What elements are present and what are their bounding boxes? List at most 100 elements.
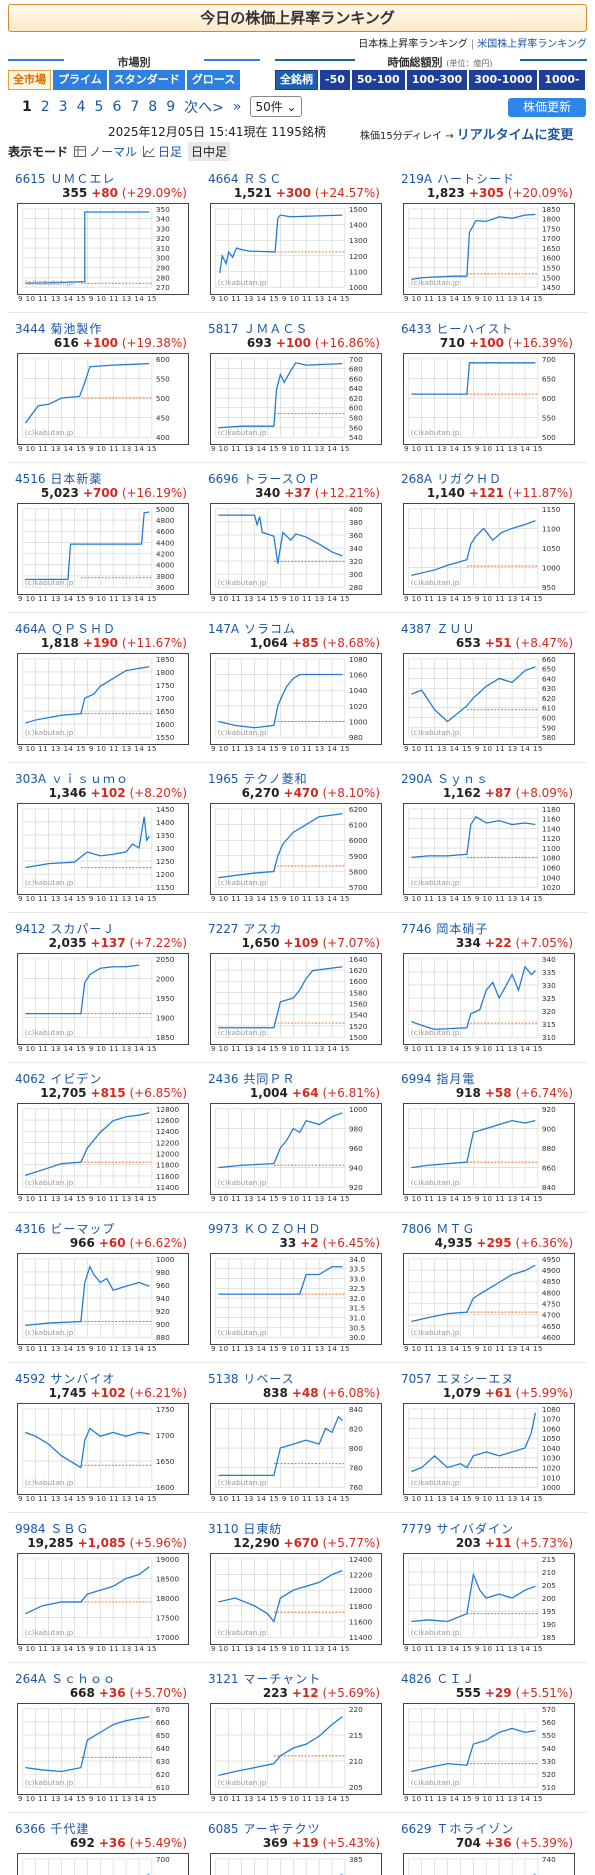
intraday-chart[interactable]: 385380(c)kabutan.jp (210, 1853, 382, 1875)
stock-code-link[interactable]: 4516 (15, 472, 46, 486)
page-7[interactable]: 7 (130, 98, 140, 115)
tab-prime[interactable]: プライム (53, 70, 107, 90)
stock-code-link[interactable]: 7746 (401, 922, 432, 936)
stock-name-link[interactable]: エヌシーエヌ (431, 1372, 515, 1386)
page-3[interactable]: 3 (58, 98, 68, 115)
intraday-chart[interactable]: 670 660 650 640 630 620 610 (c)kabutan.jp (17, 1703, 189, 1795)
stock-name-link[interactable]: ＳＢＧ (45, 1522, 90, 1536)
stock-name-link[interactable]: ＲＳＣ (238, 172, 283, 186)
stock-code-link[interactable]: 6085 (208, 1822, 239, 1836)
mode-daily[interactable]: 日足 (143, 143, 182, 160)
page-4[interactable]: 4 (76, 98, 86, 115)
stock-code-link[interactable]: 4826 (401, 1672, 432, 1686)
stock-code-link[interactable]: 9973 (208, 1222, 239, 1236)
stock-name-link[interactable]: リベース (238, 1372, 295, 1386)
stock-name-link[interactable]: ヒーハイスト (431, 322, 514, 336)
stock-code-link[interactable]: 7779 (401, 1522, 432, 1536)
stock-name-link[interactable]: 千代建 (45, 1822, 90, 1836)
intraday-chart[interactable]: 1150 1100 1050 1000 950 (c)kabutan.jp (403, 503, 575, 595)
stock-code-link[interactable]: 6433 (401, 322, 432, 336)
intraday-chart[interactable]: 1450 1400 1350 1300 1250 1200 1150 (c)kabutan.j… (17, 803, 189, 895)
tab-under-50[interactable]: -50 (320, 70, 350, 90)
stock-name-link[interactable]: 日東紡 (238, 1522, 283, 1536)
page-6[interactable]: 6 (112, 98, 122, 115)
tab-growth[interactable]: グロース (186, 70, 241, 90)
page-2[interactable]: 2 (40, 98, 50, 115)
stock-code-link[interactable]: 3444 (15, 322, 46, 336)
stock-code-link[interactable]: 3121 (208, 1672, 239, 1686)
stock-name-link[interactable]: ＪＭＡＣＳ (238, 322, 309, 336)
intraday-chart[interactable]: 12400 12200 12000 11800 11600 11400 (c)kabutan… (210, 1553, 382, 1645)
intraday-chart[interactable]: 1750 1700 1650 1600 (c)kabutan.jp (17, 1403, 189, 1495)
stock-name-link[interactable]: 菊池製作 (45, 322, 103, 336)
tab-all-markets[interactable]: 全市場 (8, 70, 51, 90)
stock-code-link[interactable]: 2436 (208, 1072, 239, 1086)
stock-code-link[interactable]: 219A (401, 172, 433, 186)
stock-name-link[interactable]: ＱＰＳＨＤ (46, 622, 116, 636)
mode-intraday[interactable]: 日中足 (188, 142, 231, 161)
stock-name-link[interactable]: 共同ＰＲ (238, 1072, 296, 1086)
tab-all-caps[interactable]: 全銘柄 (275, 70, 318, 90)
stock-code-link[interactable]: 6615 (15, 172, 46, 186)
stock-name-link[interactable]: ＵＭＣエレ (45, 172, 116, 186)
intraday-chart[interactable]: 700690(c)kabutan.jp (17, 1853, 189, 1875)
intraday-chart[interactable]: 700 650 600 550 500 (c)kabutan.jp (403, 353, 575, 445)
stock-code-link[interactable]: 147A (208, 622, 240, 636)
stock-name-link[interactable]: 日本新薬 (45, 472, 103, 486)
tab-over-1000[interactable]: 1000- (539, 70, 585, 90)
stock-code-link[interactable]: 4387 (401, 622, 432, 636)
intraday-chart[interactable]: 840 820 800 780 760 (c)kabutan.jp (210, 1403, 382, 1495)
stock-code-link[interactable]: 268A (401, 472, 433, 486)
page-9[interactable]: 9 (166, 98, 176, 115)
stock-name-link[interactable]: 指月電 (431, 1072, 476, 1086)
per-page-select[interactable]: 50件 ⌄ (250, 96, 302, 117)
stock-name-link[interactable]: アスカ (238, 922, 283, 936)
stock-code-link[interactable]: 6994 (401, 1072, 432, 1086)
page-5[interactable]: 5 (94, 98, 104, 115)
stock-name-link[interactable]: ｖｉｓｕｍｏ (46, 772, 129, 786)
intraday-chart[interactable]: 340 335 330 325 320 315 310 (c)kabutan.jp (403, 953, 575, 1045)
intraday-chart[interactable]: 1000 980 960 940 920 900 880 (c)kabutan.jp (17, 1253, 189, 1345)
stock-name-link[interactable]: マーチャント (238, 1672, 322, 1686)
stock-name-link[interactable]: サンバイオ (45, 1372, 116, 1386)
stock-code-link[interactable]: 7806 (401, 1222, 432, 1236)
intraday-chart[interactable]: 34.033.533.032.532.031.531.030.530.0 (c)k… (210, 1253, 382, 1345)
stock-code-link[interactable]: 7057 (401, 1372, 432, 1386)
stock-name-link[interactable]: Ｔホライゾン (431, 1822, 515, 1836)
us-ranking-link[interactable]: 米国株上昇率ランキング (477, 39, 587, 50)
stock-code-link[interactable]: 9984 (15, 1522, 46, 1536)
intraday-chart[interactable]: 570 560 550 540 530 520 510 (c)kabutan.jp (403, 1703, 575, 1795)
stock-code-link[interactable]: 464A (15, 622, 47, 636)
intraday-chart[interactable]: 1000 980 960 940 920 (c)kabutan.jp (210, 1103, 382, 1195)
stock-code-link[interactable]: 4062 (15, 1072, 46, 1086)
stock-name-link[interactable]: ＣＩＪ (431, 1672, 476, 1686)
intraday-chart[interactable]: 1640 1620 1600 1580 1560 1540 1520 1500 (c)kabut… (210, 953, 382, 1045)
stock-code-link[interactable]: 7227 (208, 922, 239, 936)
stock-code-link[interactable]: 1965 (208, 772, 239, 786)
intraday-chart[interactable]: 220 215 210 205 (c)kabutan.jp (210, 1703, 382, 1795)
intraday-chart[interactable]: 1850 1800 1750 1700 1650 1600 1550 (c)kabutan.j… (17, 653, 189, 745)
realtime-link[interactable]: リアルタイムに変更 (456, 128, 574, 143)
intraday-chart[interactable]: 1080 1060 1040 1020 1000 980 (c)kabutan.jp (210, 653, 382, 745)
stock-name-link[interactable]: ＭＴＧ (431, 1222, 476, 1236)
intraday-chart[interactable]: 1500 1400 1300 1200 1100 1000 (c)kabutan.jp (210, 203, 382, 295)
intraday-chart[interactable]: 19000 18500 18000 17500 17000 (c)kabutan.jp (17, 1553, 189, 1645)
stock-code-link[interactable]: 4664 (208, 172, 239, 186)
stock-code-link[interactable]: 6366 (15, 1822, 46, 1836)
stock-name-link[interactable]: トラースＯＰ (238, 472, 321, 486)
stock-name-link[interactable]: ソラコム (239, 622, 296, 636)
stock-name-link[interactable]: ＫＯＺＯＨＤ (238, 1222, 322, 1236)
stock-name-link[interactable]: Ｓｙｎｓ (432, 772, 489, 786)
stock-code-link[interactable]: 290A (401, 772, 433, 786)
stock-code-link[interactable]: 303A (15, 772, 47, 786)
stock-code-link[interactable]: 3110 (208, 1522, 239, 1536)
stock-code-link[interactable]: 4592 (15, 1372, 46, 1386)
stock-code-link[interactable]: 4316 (15, 1222, 46, 1236)
stock-name-link[interactable]: スカパーＪ (45, 922, 116, 936)
mode-normal[interactable]: ノーマル (74, 143, 137, 160)
intraday-chart[interactable]: 400 380 360 340 320 300 280 (c)kabutan.jp (210, 503, 382, 595)
stock-name-link[interactable]: サイバダイン (431, 1522, 515, 1536)
